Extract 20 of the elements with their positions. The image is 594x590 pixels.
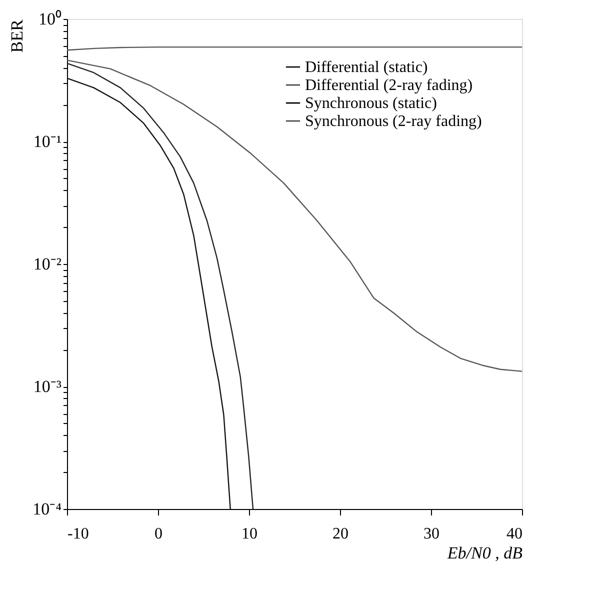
y-tick-label: 10⁻⁴ — [32, 500, 62, 518]
x-tick-label: 40 — [506, 526, 522, 542]
x-tick-label: 0 — [154, 526, 162, 542]
line-series — [66, 62, 254, 510]
y-axis-title: BER — [8, 18, 27, 53]
x-tick-label: 10 — [242, 526, 258, 542]
line-series — [66, 60, 523, 372]
legend-label: Synchronous (2-ray fading) — [305, 113, 482, 130]
legend-label: Differential (2-ray fading) — [305, 77, 473, 94]
x-tick-label: 30 — [424, 526, 440, 542]
y-tick-label: 10⁻¹ — [33, 132, 62, 151]
y-tick-label: 10⁻² — [33, 254, 62, 274]
y-tick-label: 10⁰ — [38, 10, 62, 28]
x-axis-title: Eb/N0 , dB — [446, 544, 524, 562]
x-tick-label: -10 — [68, 526, 89, 542]
legend-label: Differential (static) — [305, 59, 428, 76]
x-tick-label: 20 — [332, 526, 348, 542]
line-series — [66, 78, 231, 510]
legend-label: Synchronous (static) — [305, 95, 437, 112]
y-tick-label: 10⁻³ — [33, 377, 62, 396]
